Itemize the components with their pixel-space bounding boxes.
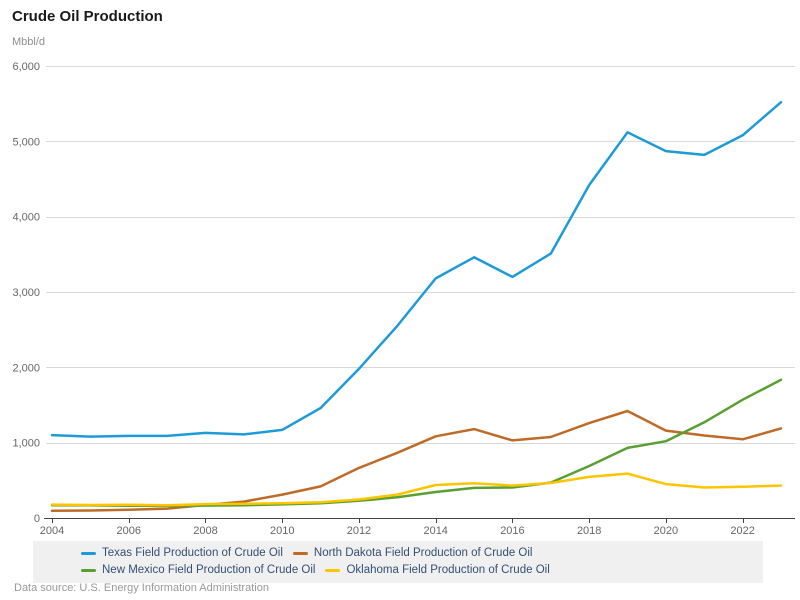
x-tick-label: 2006: [116, 525, 140, 537]
series-line-texas[interactable]: [50, 100, 783, 438]
legend-label: Oklahoma Field Production of Crude Oil: [346, 564, 550, 576]
series-line-new[interactable]: [50, 378, 783, 508]
legend-item-north[interactable]: North Dakota Field Production of Crude O…: [292, 545, 533, 561]
y-tick-label: 6,000: [12, 61, 40, 73]
chart-title: Crude Oil Production: [12, 8, 163, 25]
x-tick-label: 2014: [423, 525, 447, 537]
y-tick-label: 5,000: [12, 136, 40, 148]
series-line-oklahoma[interactable]: [50, 472, 783, 507]
y-tick-label: 3,000: [12, 287, 40, 299]
x-tick-label: 2012: [347, 525, 371, 537]
legend-item-new[interactable]: New Mexico Field Production of Crude Oil: [81, 562, 315, 578]
data-series: [50, 100, 783, 513]
x-tick-label: 2022: [730, 525, 754, 537]
legend-label: New Mexico Field Production of Crude Oil: [102, 564, 316, 576]
legend: Texas Field Production of Crude Oil North…: [33, 541, 763, 583]
chart-canvas[interactable]: 0 1,000 2,000 3,000 4,000 5,000 6,000 2004 2006 2…: [0, 0, 800, 538]
x-tick-label: 2008: [193, 525, 217, 537]
y-axis-unit-label: Mbbl/d: [12, 36, 46, 48]
legend-label: Texas Field Production of Crude Oil: [102, 547, 283, 559]
legend-swatch-icon: [81, 568, 96, 572]
x-tick-label: 2004: [40, 525, 64, 537]
axes: [44, 518, 795, 523]
legend-label: North Dakota Field Production of Crude O…: [313, 547, 533, 559]
y-tick-label: 0: [34, 513, 40, 525]
legend-swatch-icon: [325, 568, 341, 572]
legend-swatch-icon: [292, 551, 308, 555]
data-source-note: Data source: U.S. Energy Information Adm…: [14, 582, 269, 594]
x-tick-label: 2018: [577, 525, 601, 537]
x-tick-label: 2020: [654, 525, 678, 537]
gridlines: [46, 66, 795, 444]
series-line-north[interactable]: [50, 409, 783, 513]
x-tick-label: 2010: [270, 525, 294, 537]
x-tick-label: 2016: [500, 525, 524, 537]
legend-swatch-icon: [81, 551, 96, 555]
axis-labels: 0 1,000 2,000 3,000 4,000 5,000 6,000 2004 2006 2…: [12, 61, 754, 537]
legend-item-oklahoma[interactable]: Oklahoma Field Production of Crude Oil: [325, 562, 550, 578]
y-tick-label: 1,000: [12, 438, 40, 450]
y-tick-label: 2,000: [12, 362, 40, 374]
legend-item-texas[interactable]: Texas Field Production of Crude Oil: [81, 545, 283, 561]
y-tick-label: 4,000: [12, 212, 40, 224]
